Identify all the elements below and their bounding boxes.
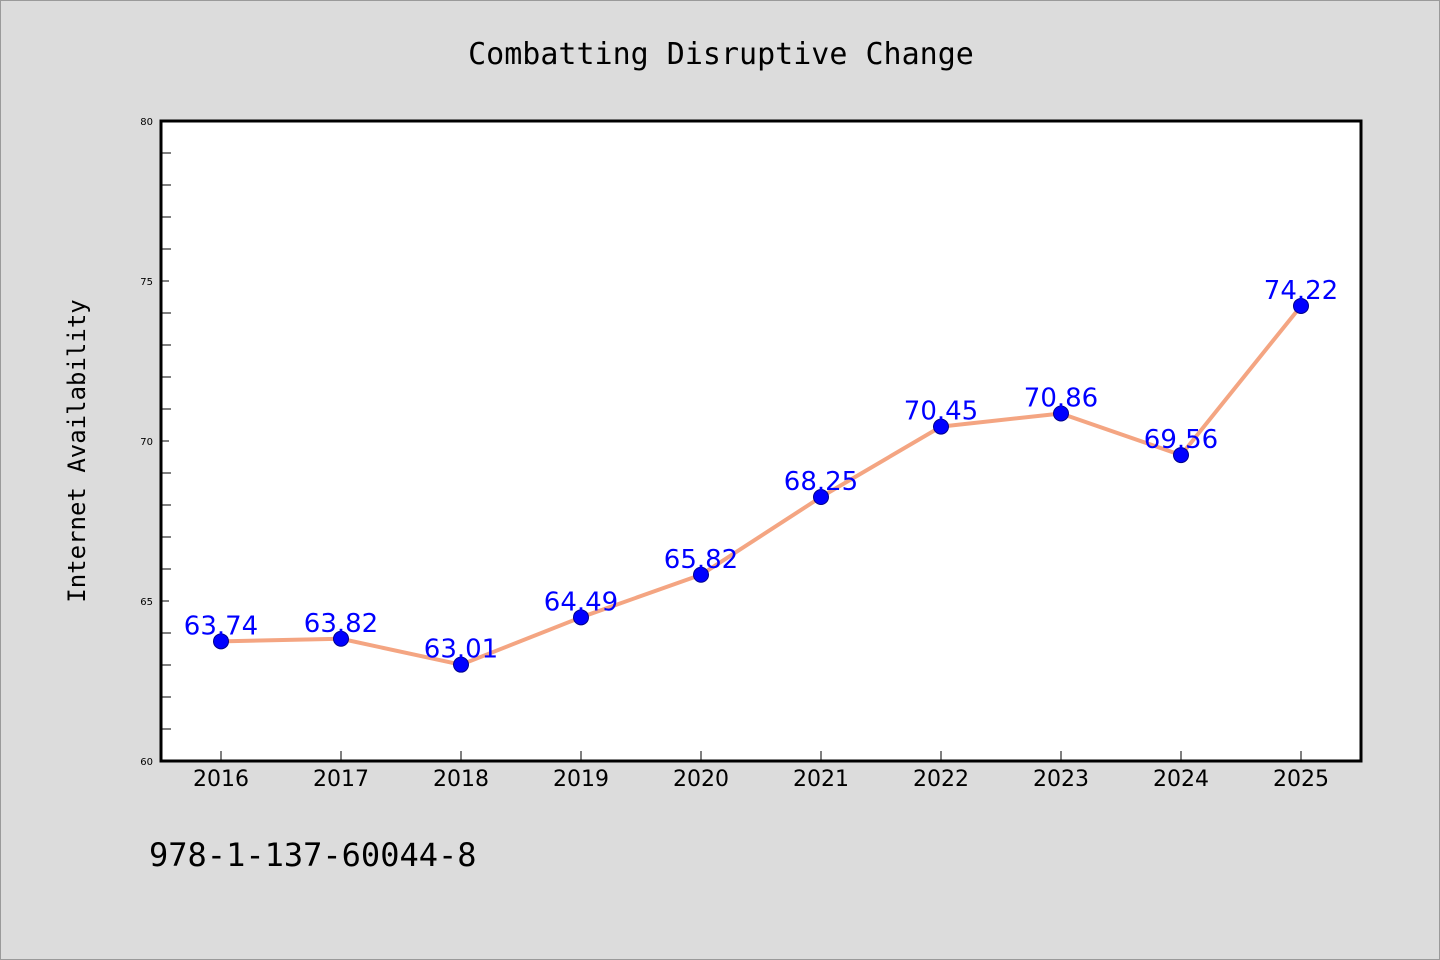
footer-isbn: 978-1-137-60044-8 [149,836,477,874]
x-tick-label: 2023 [1033,767,1089,792]
data-point [693,566,709,583]
x-tick-label: 2020 [673,767,729,792]
series-line [220,304,1303,667]
data-label: 64.49 [544,587,618,617]
data-label: 63.01 [424,635,498,665]
data-label: 74.22 [1264,276,1338,306]
x-tick-label: 2021 [793,767,849,792]
y-tick-label: 65 [140,597,153,608]
chart-title: Combatting Disruptive Change [468,37,974,72]
x-tick-label: 2016 [193,767,249,792]
plot-area [161,121,1361,761]
x-tick-label: 2025 [1273,767,1329,792]
x-tick-label: 2017 [313,767,369,792]
data-label-layer: 63.74 63.82 63.01 64.49 65.82 68.25 70.45 70.86… [184,276,1338,665]
data-point [213,633,229,650]
data-point [573,609,589,626]
data-label: 63.74 [184,611,258,641]
data-label: 65.82 [664,545,738,575]
data-point [813,489,829,505]
data-label: 69.56 [1144,425,1218,455]
data-label: 70.45 [904,397,978,427]
y-axis: 60 65 70 75 80 [140,117,171,768]
y-tick-label: 75 [140,277,153,288]
data-label: 68.25 [784,467,858,497]
data-point [1173,447,1189,464]
y-tick-label: 70 [140,437,153,448]
y-tick-label: 60 [140,757,153,768]
x-tick-label: 2024 [1153,767,1209,792]
data-point [1293,297,1309,314]
data-point [453,656,469,673]
data-label: 70.86 [1024,383,1098,413]
y-axis-label: Internet Availability [63,299,91,602]
x-tick-label: 2019 [553,767,609,792]
plot-frame [159,119,1363,763]
y-tick-label: 80 [140,117,153,128]
data-point [1053,405,1069,422]
x-tick-label: 2022 [913,767,969,792]
data-point [333,630,349,647]
series-layer [213,297,1309,673]
data-label: 63.82 [304,609,378,639]
x-axis: 2016 2017 2018 2019 2020 2021 2022 2023 2024 2025 [193,751,1329,792]
data-point [933,418,949,435]
x-tick-label: 2018 [433,767,489,792]
